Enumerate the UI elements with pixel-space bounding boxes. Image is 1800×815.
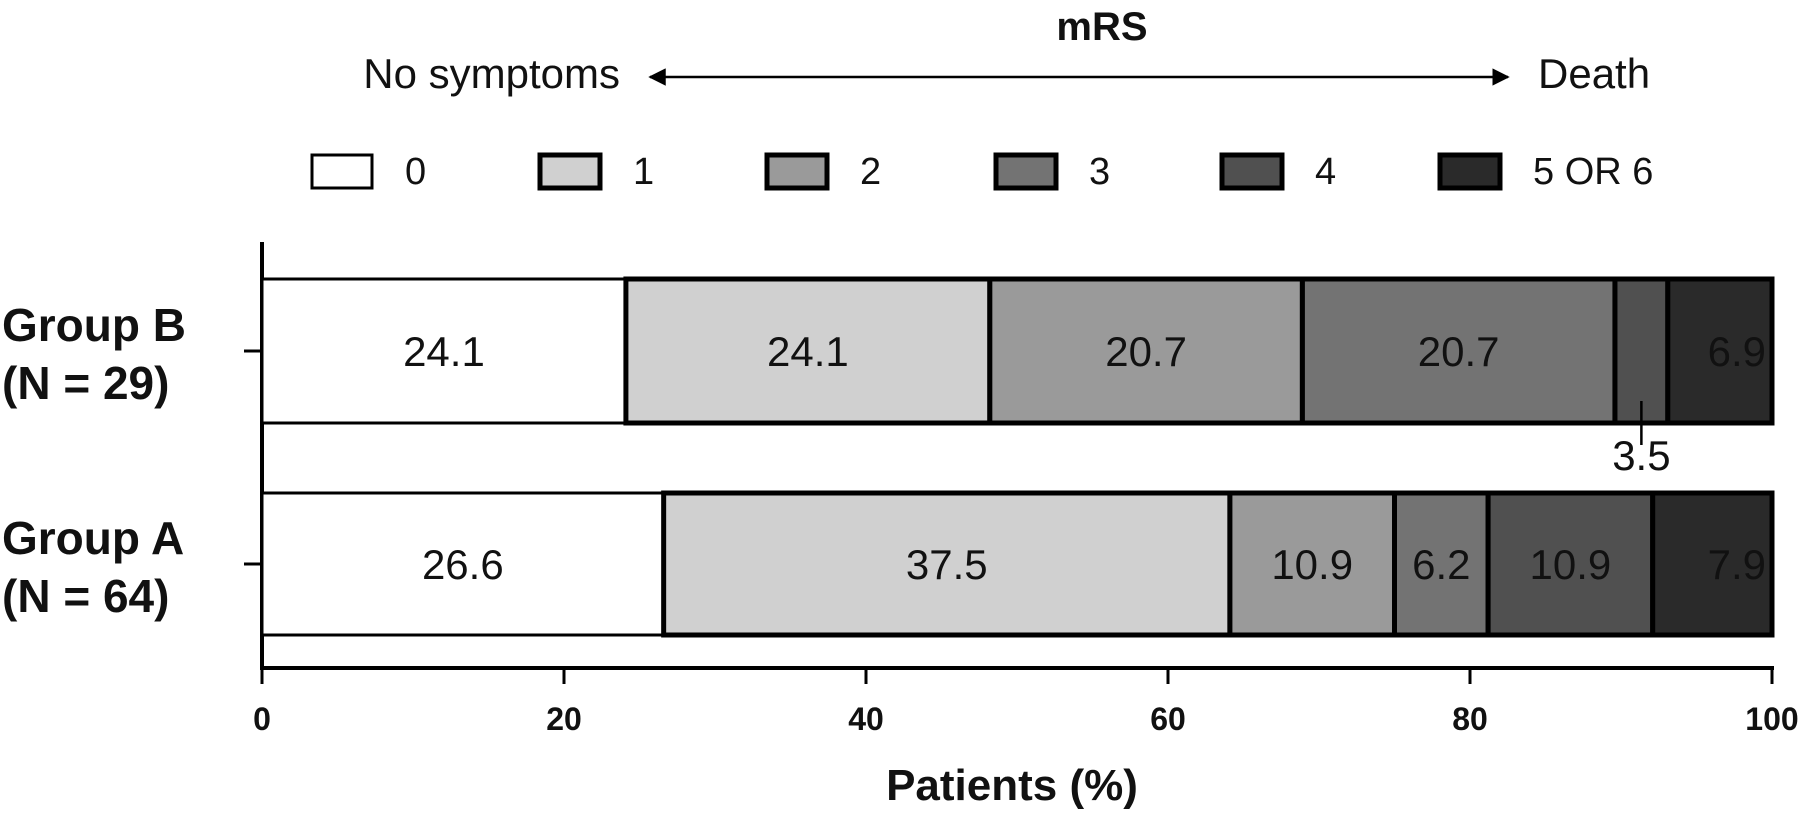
bar-segment [623, 276, 993, 426]
legend-label: 3 [1089, 151, 1110, 193]
data-label: 37.5 [906, 541, 988, 588]
x-tick-label: 60 [1150, 701, 1186, 737]
x-axis-title: Patients (%) [886, 761, 1138, 810]
legend-label: 1 [633, 151, 654, 193]
x-tick-label: 0 [253, 701, 271, 737]
data-label: 10.9 [1271, 541, 1353, 588]
data-label: 24.1 [767, 328, 849, 375]
category-label-line1: Group B [2, 299, 186, 351]
x-tick-label: 20 [546, 701, 582, 737]
x-tick-label: 100 [1745, 701, 1798, 737]
category-label-line1: Group A [2, 512, 184, 564]
data-label: 20.7 [1418, 328, 1500, 375]
bar-segment [1665, 276, 1775, 426]
bar-segment [260, 277, 628, 425]
data-label: 20.7 [1105, 328, 1187, 375]
legend-swatch [1219, 152, 1285, 191]
legend-swatch [764, 152, 830, 191]
callout-label: 3.5 [1612, 432, 1670, 479]
legend-label: 0 [405, 151, 426, 193]
chart-title: mRS [1056, 5, 1147, 49]
bar-segment [1299, 276, 1618, 426]
data-label: 6.2 [1412, 541, 1470, 588]
plot-area: 0 20 40 60 80 100 Group B (N = 29) Group A (N = 6… [2, 242, 1799, 737]
legend-label: 5 OR 6 [1533, 151, 1653, 193]
data-label: 6.9 [1708, 328, 1766, 375]
legend: 0 1 2 3 4 5 OR 6 [310, 151, 1653, 193]
legend-label: 2 [860, 151, 881, 193]
x-tick-label: 80 [1452, 701, 1488, 737]
bar-segment [1485, 490, 1656, 638]
scale-left-label: No symptoms [363, 50, 620, 97]
x-tick-label: 40 [848, 701, 884, 737]
bar-segment [1650, 490, 1775, 638]
data-label: 10.9 [1530, 541, 1612, 588]
bar-segment [1227, 490, 1398, 638]
legend-swatch [1437, 152, 1503, 191]
legend-swatch [310, 153, 374, 190]
bar-segment [260, 491, 666, 637]
category-label-line2: (N = 29) [2, 357, 169, 409]
legend-label: 4 [1315, 151, 1336, 193]
data-label: 24.1 [403, 328, 485, 375]
category-label-line2: (N = 64) [2, 570, 169, 622]
legend-swatch [537, 152, 603, 191]
data-label: 26.6 [422, 541, 504, 588]
data-label: 7.9 [1708, 541, 1766, 588]
legend-swatch [993, 152, 1059, 191]
scale-right-label: Death [1538, 50, 1650, 97]
